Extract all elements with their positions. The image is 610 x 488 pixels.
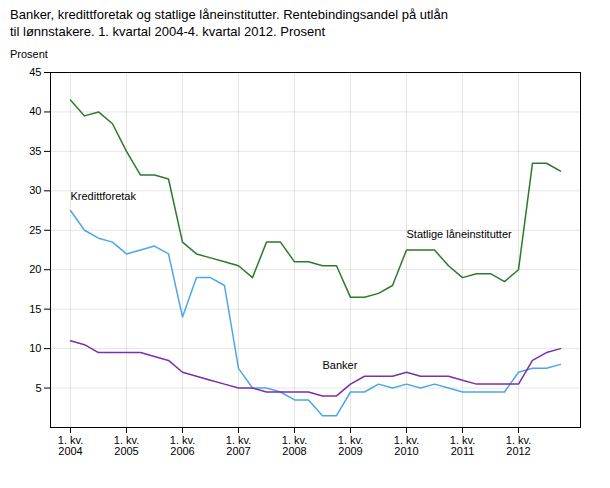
svg-text:10: 10 bbox=[29, 342, 41, 354]
svg-text:Statlige låneinstitutter: Statlige låneinstitutter bbox=[407, 228, 513, 240]
svg-text:1. kv.2012: 1. kv.2012 bbox=[506, 434, 531, 457]
svg-text:Kredittforetak: Kredittforetak bbox=[71, 190, 137, 202]
svg-text:5: 5 bbox=[35, 382, 41, 394]
svg-text:Banker: Banker bbox=[323, 359, 358, 371]
svg-text:1. kv.2004: 1. kv.2004 bbox=[58, 434, 83, 457]
svg-text:15: 15 bbox=[29, 303, 41, 315]
svg-text:1. kv.2009: 1. kv.2009 bbox=[338, 434, 363, 457]
svg-text:1. kv.2006: 1. kv.2006 bbox=[170, 434, 195, 457]
svg-text:1. kv.2011: 1. kv.2011 bbox=[450, 434, 475, 457]
html-text:Banker, kredittforetak og stat: Banker, kredittforetak og statlige lånei… bbox=[10, 7, 448, 39]
svg-text:35: 35 bbox=[29, 145, 41, 157]
svg-text:1. kv.2010: 1. kv.2010 bbox=[394, 434, 419, 457]
svg-text:20: 20 bbox=[29, 263, 41, 275]
html-text:Prosent: Prosent bbox=[10, 48, 48, 60]
svg-text:1. kv.2005: 1. kv.2005 bbox=[114, 434, 139, 457]
svg-text:45: 45 bbox=[29, 66, 41, 78]
svg-text:30: 30 bbox=[29, 184, 41, 196]
svg-text:1. kv.2007: 1. kv.2007 bbox=[226, 434, 251, 457]
svg-text:40: 40 bbox=[29, 105, 41, 117]
svg-text:1. kv.2008: 1. kv.2008 bbox=[282, 434, 307, 457]
svg-text:25: 25 bbox=[29, 224, 41, 236]
